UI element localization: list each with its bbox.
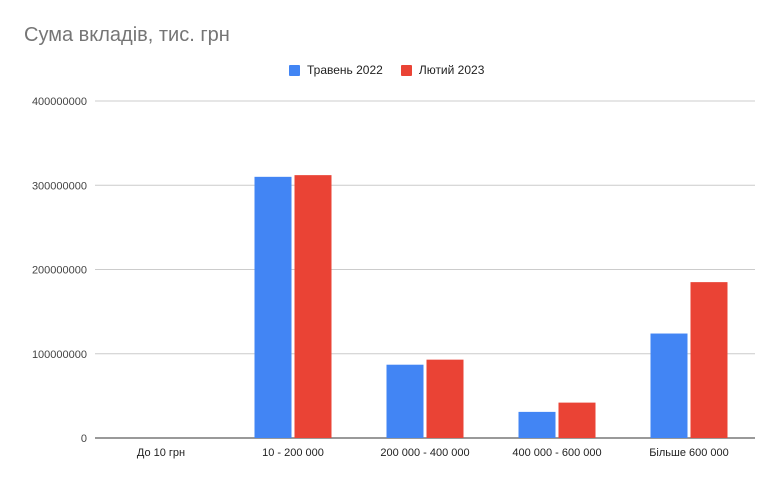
x-tick-label: Більше 600 000: [649, 447, 729, 459]
y-tick-label: 200000000: [32, 265, 87, 277]
y-tick-label: 300000000: [32, 180, 87, 192]
legend-item-series-1: Травень 2022: [289, 63, 383, 77]
bar-series-2-1: [294, 175, 332, 438]
bar-series-2-3: [558, 402, 596, 438]
x-tick-label: 200 000 - 400 000: [380, 447, 469, 459]
bar-series-2-2: [426, 359, 464, 438]
x-tick-label: 10 - 200 000: [262, 447, 324, 459]
y-tick-label: 100000000: [32, 349, 87, 361]
legend-label-series-2: Лютий 2023: [418, 63, 485, 77]
x-tick-label: До 10 грн: [137, 447, 185, 459]
bar-series-2-4: [690, 282, 728, 438]
x-tick-label: 400 000 - 600 000: [512, 447, 601, 459]
bar-series-1-2: [386, 364, 424, 438]
legend-swatch-series-2: [400, 64, 412, 76]
legend: Травень 2022 Лютий 2023: [289, 63, 484, 77]
y-tick-label: 0: [81, 433, 87, 445]
y-tick-label: 400000000: [32, 96, 87, 108]
legend-item-series-2: Лютий 2023: [400, 63, 485, 77]
legend-swatch-series-1: [289, 64, 300, 76]
chart-title: Сума вкладів, тис. грн: [24, 24, 230, 46]
bar-series-1-3: [518, 411, 556, 438]
legend-label-series-1: Травень 2022: [307, 63, 383, 77]
bar-series-1-4: [650, 333, 688, 438]
bar-series-1-1: [254, 176, 292, 438]
